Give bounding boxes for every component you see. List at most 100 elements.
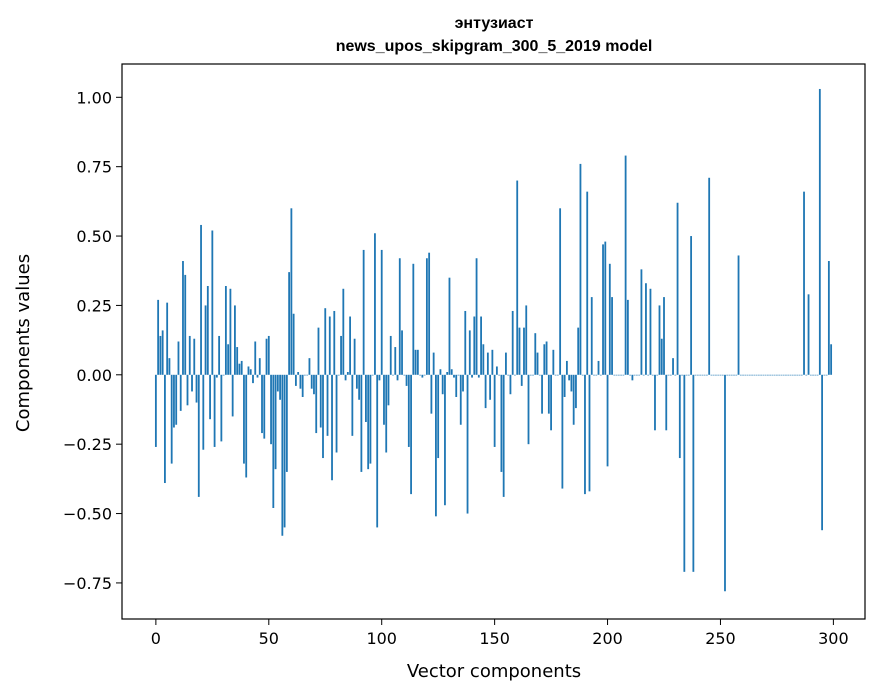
bar-196 (597, 360, 600, 375)
x-tick-label: 200 (592, 629, 623, 648)
bar-9 (175, 374, 178, 425)
bar-181 (563, 374, 566, 397)
bar-240 (696, 374, 699, 376)
bar-177 (554, 374, 557, 376)
x-tick-label: 300 (818, 629, 849, 648)
bar-34 (231, 374, 234, 417)
bar-295 (821, 374, 823, 531)
bar-75 (324, 308, 327, 375)
bar-238 (692, 374, 695, 572)
bar-89 (355, 374, 358, 389)
bar-2 (159, 335, 162, 375)
bar-101 (383, 374, 385, 425)
bars-group (154, 88, 833, 592)
bar-83 (342, 288, 345, 375)
bar-0 (154, 374, 157, 447)
bar-37 (238, 363, 241, 375)
bar-125 (437, 374, 440, 459)
bar-147 (486, 352, 489, 375)
bar-152 (498, 374, 501, 376)
bar-190 (584, 374, 586, 495)
bar-44 (254, 341, 257, 375)
bar-242 (701, 374, 704, 376)
bar-139 (468, 330, 471, 375)
bar-263 (748, 374, 751, 376)
bar-76 (326, 374, 329, 436)
bar-110 (403, 374, 406, 376)
bar-248 (715, 374, 717, 376)
bar-267 (757, 374, 760, 376)
bar-137 (464, 310, 467, 375)
bar-140 (471, 374, 473, 378)
bar-11 (179, 374, 182, 411)
bar-153 (500, 374, 503, 472)
bar-262 (746, 374, 749, 376)
bar-215 (640, 269, 643, 375)
bar-167 (532, 374, 534, 376)
bar-205 (617, 374, 620, 376)
bar-157 (509, 374, 512, 395)
bar-112 (407, 374, 410, 447)
chart-subtitle: news_upos_skipgram_300_5_2019 model (336, 38, 653, 55)
bar-74 (322, 374, 324, 459)
bar-49 (265, 338, 268, 375)
bar-91 (360, 374, 363, 472)
bar-193 (590, 297, 593, 375)
bar-98 (376, 374, 379, 528)
bar-70 (313, 374, 315, 395)
bar-12 (182, 261, 184, 375)
bar-203 (613, 374, 616, 376)
bar-77 (328, 316, 331, 375)
bar-286 (800, 374, 803, 376)
bar-250 (719, 374, 722, 376)
bar-187 (577, 327, 580, 375)
bar-204 (615, 374, 618, 376)
bar-275 (776, 374, 778, 376)
bar-148 (489, 374, 492, 400)
bar-39 (243, 374, 245, 464)
bar-26 (213, 374, 216, 447)
bar-172 (543, 344, 546, 375)
bar-136 (462, 374, 464, 392)
bar-143 (477, 374, 480, 378)
y-tick-label: 0.25 (76, 296, 112, 315)
bar-57 (283, 374, 286, 528)
bar-93 (365, 374, 367, 422)
bar-64 (299, 374, 302, 389)
bar-32 (227, 344, 230, 375)
bar-237 (690, 236, 693, 375)
bar-126 (439, 369, 442, 375)
bar-7 (170, 374, 173, 464)
bar-52 (272, 374, 275, 508)
bar-226 (665, 374, 668, 431)
bar-115 (414, 349, 417, 375)
bar-121 (428, 252, 431, 375)
bar-232 (678, 374, 681, 459)
bar-1 (157, 299, 160, 375)
bar-40 (245, 374, 248, 478)
bar-95 (369, 374, 372, 464)
bar-160 (516, 180, 519, 375)
bar-188 (579, 163, 582, 375)
bar-42 (249, 369, 252, 375)
bar-180 (561, 374, 564, 489)
bar-63 (297, 372, 300, 375)
bar-41 (247, 366, 250, 375)
bar-65 (301, 374, 304, 397)
bar-185 (572, 374, 575, 425)
bar-62 (294, 374, 297, 386)
bar-119 (423, 374, 426, 376)
bar-272 (769, 374, 772, 376)
bar-21 (202, 374, 205, 450)
bar-268 (760, 374, 763, 376)
bar-69 (310, 374, 313, 389)
bar-249 (717, 374, 720, 376)
bar-259 (739, 374, 742, 376)
bar-38 (240, 360, 243, 375)
bar-194 (593, 374, 595, 376)
bar-48 (263, 374, 266, 439)
bar-87 (351, 374, 354, 436)
bar-72 (317, 327, 320, 375)
bar-18 (195, 374, 198, 403)
bar-211 (631, 374, 634, 381)
